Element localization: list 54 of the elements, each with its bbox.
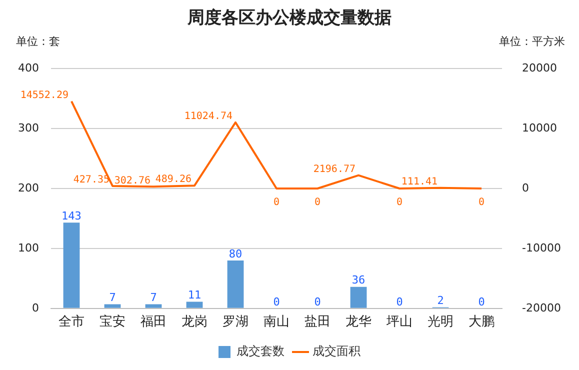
y-tick-label: 100 xyxy=(18,241,39,254)
legend-label: 成交套数 xyxy=(236,344,284,358)
x-tick-label: 全市 xyxy=(58,314,84,330)
data-label: 11024.74 xyxy=(184,111,233,122)
data-label: 36 xyxy=(352,274,366,287)
x-tick-label: 福田 xyxy=(140,314,167,330)
y2-tick-label: 0 xyxy=(522,181,530,194)
data-label: 0 xyxy=(396,197,403,208)
bar xyxy=(186,302,203,308)
y2-tick-label: 10000 xyxy=(522,121,558,134)
bar xyxy=(104,304,121,308)
y2-tick-label: 20000 xyxy=(522,61,558,74)
x-tick-label: 龙华 xyxy=(346,314,372,330)
y2-tick-label: -20000 xyxy=(522,301,562,314)
x-tick-label: 龙岗 xyxy=(182,314,208,330)
chart-title: 周度各区办公楼成交量数据 xyxy=(186,7,392,29)
data-label: 11 xyxy=(188,288,202,302)
bar xyxy=(227,260,244,308)
data-label: 0 xyxy=(478,197,485,208)
data-label: 0 xyxy=(314,197,321,208)
x-tick-label: 南山 xyxy=(264,314,290,330)
bar xyxy=(63,222,80,308)
data-label: 143 xyxy=(62,210,82,223)
legend-label: 成交面积 xyxy=(312,344,360,358)
x-tick-label: 坪山 xyxy=(386,314,413,330)
bar xyxy=(350,286,367,308)
x-tick-label: 光明 xyxy=(428,314,454,330)
data-label: 0 xyxy=(478,295,485,308)
y-tick-label: 400 xyxy=(18,61,39,74)
data-label: 489.26 xyxy=(155,174,192,186)
data-label: 2 xyxy=(437,294,444,308)
data-label: 80 xyxy=(228,247,242,260)
x-tick-label: 盐田 xyxy=(304,314,331,330)
data-label: 2196.77 xyxy=(313,164,356,175)
data-label: 111.41 xyxy=(401,176,438,188)
data-label: 0 xyxy=(273,295,280,308)
data-label: 0 xyxy=(396,295,403,308)
y-tick-label: 0 xyxy=(32,301,39,314)
x-tick-label: 罗湖 xyxy=(222,314,249,330)
y-tick-label: 300 xyxy=(18,121,39,134)
y2-tick-label: -10000 xyxy=(522,241,562,254)
data-label: 0 xyxy=(314,295,321,308)
data-label: 14552.29 xyxy=(20,90,68,101)
x-tick-label: 大鹏 xyxy=(468,314,495,330)
y2-axis-title: 单位：平方米 xyxy=(499,34,565,49)
data-label: 302.76 xyxy=(114,175,151,186)
bar xyxy=(145,304,162,308)
data-label: 427.35 xyxy=(73,174,110,186)
data-label: 7 xyxy=(150,291,157,304)
y-tick-label: 200 xyxy=(18,181,39,194)
y-axis-title: 单位：套 xyxy=(16,34,60,49)
data-label: 7 xyxy=(109,291,116,304)
data-label: 0 xyxy=(274,197,280,208)
x-tick-label: 宝安 xyxy=(100,314,126,330)
